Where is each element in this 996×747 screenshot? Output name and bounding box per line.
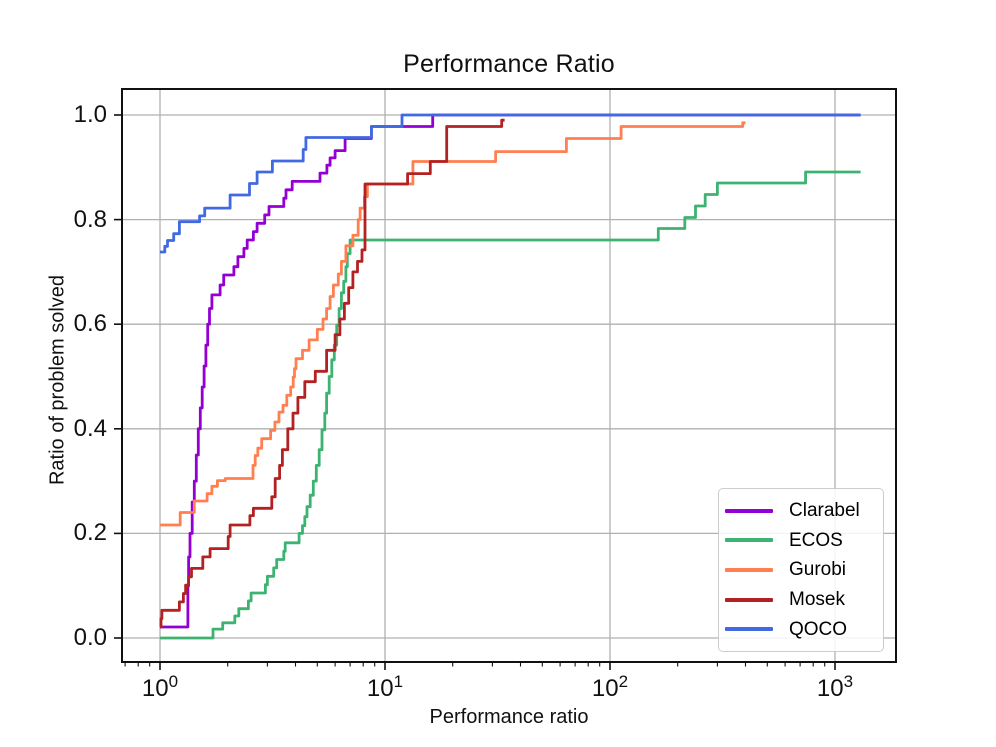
legend: Clarabel ECOS Gurobi Mosek QOCO: [718, 488, 884, 652]
legend-item-ecos: ECOS: [725, 531, 879, 550]
series-line-clarabel: [160, 113, 861, 629]
legend-item-mosek: Mosek: [725, 590, 879, 609]
legend-item-qoco: QOCO: [725, 620, 879, 639]
series-line-qoco: [160, 113, 861, 254]
legend-label: Gurobi: [789, 559, 847, 581]
y-tick-label-0.6: 0.6: [73, 310, 107, 337]
series-line-mosek: [159, 118, 505, 629]
legend-line-sample-ecos: [725, 538, 773, 543]
y-tick-label-1.0: 1.0: [73, 101, 107, 128]
y-tick-label-0.8: 0.8: [73, 206, 107, 233]
y-tick-label-0.4: 0.4: [73, 415, 107, 442]
y-tick-label-0.2: 0.2: [73, 519, 107, 546]
legend-line-sample-mosek: [725, 597, 773, 602]
legend-label: QOCO: [789, 618, 848, 640]
legend-line-sample-qoco: [725, 627, 773, 632]
legend-line-sample-gurobi: [725, 567, 773, 572]
legend-line-sample-clarabel: [725, 508, 773, 513]
chart-title: Performance Ratio: [403, 50, 615, 78]
legend-label: ECOS: [789, 529, 843, 551]
legend-label: Mosek: [789, 589, 845, 611]
series-line-ecos: [160, 170, 861, 640]
plot-border: [121, 88, 897, 663]
legend-item-gurobi: Gurobi: [725, 560, 879, 579]
y-tick-label-0.0: 0.0: [73, 624, 107, 651]
legend-item-clarabel: Clarabel: [725, 501, 879, 520]
legend-label: Clarabel: [789, 500, 860, 522]
x-axis-label: Performance ratio: [429, 706, 589, 728]
